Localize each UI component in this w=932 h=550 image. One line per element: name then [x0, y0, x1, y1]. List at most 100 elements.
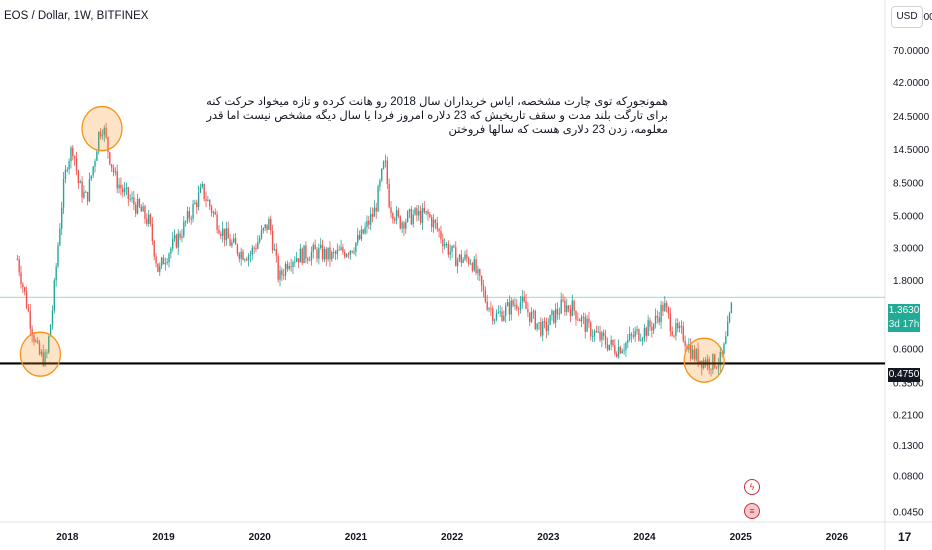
candle-body	[129, 198, 131, 200]
candle-body	[79, 181, 81, 184]
candle-body	[715, 367, 718, 369]
candle-body	[427, 211, 429, 215]
candle-body	[480, 275, 483, 286]
candle-body	[53, 280, 56, 311]
candle-body	[599, 331, 601, 341]
chart-annotation[interactable]: همونجورکه توی چارت مشخصه، ایاس خریداران …	[206, 96, 668, 136]
candle-body	[114, 171, 117, 173]
candle-body	[216, 214, 218, 230]
candle-body	[691, 349, 694, 359]
candle-body	[671, 331, 673, 336]
candle-body	[260, 230, 263, 239]
candle-body	[493, 319, 496, 321]
price-tick-label: 5.0000	[893, 212, 924, 223]
candle-body	[632, 335, 635, 337]
candle-body	[591, 335, 594, 337]
candle-body	[48, 336, 50, 353]
candle-body	[345, 254, 348, 257]
candle-body	[268, 219, 270, 230]
candle-body	[390, 207, 392, 214]
candle-body	[682, 326, 684, 341]
currency-button[interactable]: USD	[891, 6, 923, 28]
candle-body	[205, 199, 207, 201]
candle-body	[503, 315, 505, 321]
candle-body	[455, 247, 457, 267]
candle-body	[184, 221, 187, 223]
tradingview-logo[interactable]: 17	[898, 530, 912, 544]
candle-body	[373, 207, 376, 217]
candle-body	[133, 197, 135, 205]
candle-body	[669, 313, 672, 332]
candle-body	[64, 169, 67, 179]
candle-body	[101, 134, 104, 137]
candle-body	[630, 333, 633, 336]
candle-body	[538, 322, 540, 324]
candle-body	[730, 302, 733, 314]
candle-body	[677, 323, 679, 329]
candle-body	[231, 242, 233, 246]
candle-body	[140, 206, 142, 212]
candle-body	[512, 300, 514, 306]
candle-body	[183, 221, 185, 237]
candle-body	[16, 259, 19, 261]
candle-body	[721, 351, 723, 354]
highlight-circles[interactable]	[19, 105, 725, 383]
candle-body	[271, 230, 274, 251]
candle-body	[401, 222, 403, 229]
candle-body	[327, 247, 329, 260]
candle-body	[471, 263, 474, 271]
candle-body	[242, 251, 244, 260]
candle-body	[127, 187, 130, 199]
event-lightning-icon[interactable]: ϟ	[744, 479, 760, 495]
candle-body	[59, 228, 61, 246]
candle-body	[360, 229, 363, 240]
candle-body	[405, 221, 407, 229]
last-price-tag: 1.3630 3d 17h	[888, 304, 920, 332]
candle-body	[697, 349, 699, 364]
candle-body	[164, 263, 167, 265]
candle-body	[393, 219, 396, 221]
candle-body	[442, 239, 444, 247]
candle-body	[519, 301, 522, 310]
time-tick-label: 2024	[633, 532, 656, 543]
candle-body	[334, 252, 337, 254]
candle-body	[294, 261, 296, 263]
candle-body	[604, 336, 607, 345]
candle-body	[218, 229, 220, 234]
candle-body	[608, 344, 610, 350]
candle-body	[408, 209, 411, 212]
candle-body	[453, 245, 455, 248]
candle-body	[72, 147, 74, 157]
candle-body	[336, 249, 339, 254]
candle-body	[425, 211, 427, 213]
candle-body	[399, 216, 401, 229]
time-tick-label: 2019	[152, 532, 175, 543]
candle-body	[353, 251, 355, 253]
candle-body	[495, 313, 498, 320]
symbol-title[interactable]: EOS / Dollar, 1W, BITFINEX	[4, 10, 149, 22]
candle-body	[155, 256, 157, 264]
candle-body	[460, 254, 462, 263]
candle-body	[329, 247, 331, 260]
candle-body	[623, 349, 625, 351]
time-axis[interactable]: 2018 2019 2020 2021 2022 2023 2024 2025 2026	[56, 532, 848, 543]
candle-body	[157, 263, 159, 272]
candle-body	[621, 350, 623, 354]
time-tick-label: 2018	[56, 532, 79, 543]
candle-body	[153, 240, 155, 257]
candle-body	[240, 251, 242, 259]
price-tick-label: 42.0000	[893, 78, 930, 89]
candle-body	[20, 272, 22, 285]
event-flag-icon[interactable]: ≡	[744, 503, 760, 519]
candle-body	[135, 204, 137, 214]
price-tick-label: 0.0800	[893, 471, 924, 482]
candle-body	[223, 228, 226, 241]
candle-body	[320, 244, 322, 248]
candle-body	[610, 339, 612, 345]
candle-body	[92, 166, 94, 176]
candle-body	[562, 299, 564, 302]
support-line-price-tag: 0.4750	[888, 368, 920, 382]
candle-body	[40, 351, 43, 355]
candle-body	[75, 158, 78, 171]
